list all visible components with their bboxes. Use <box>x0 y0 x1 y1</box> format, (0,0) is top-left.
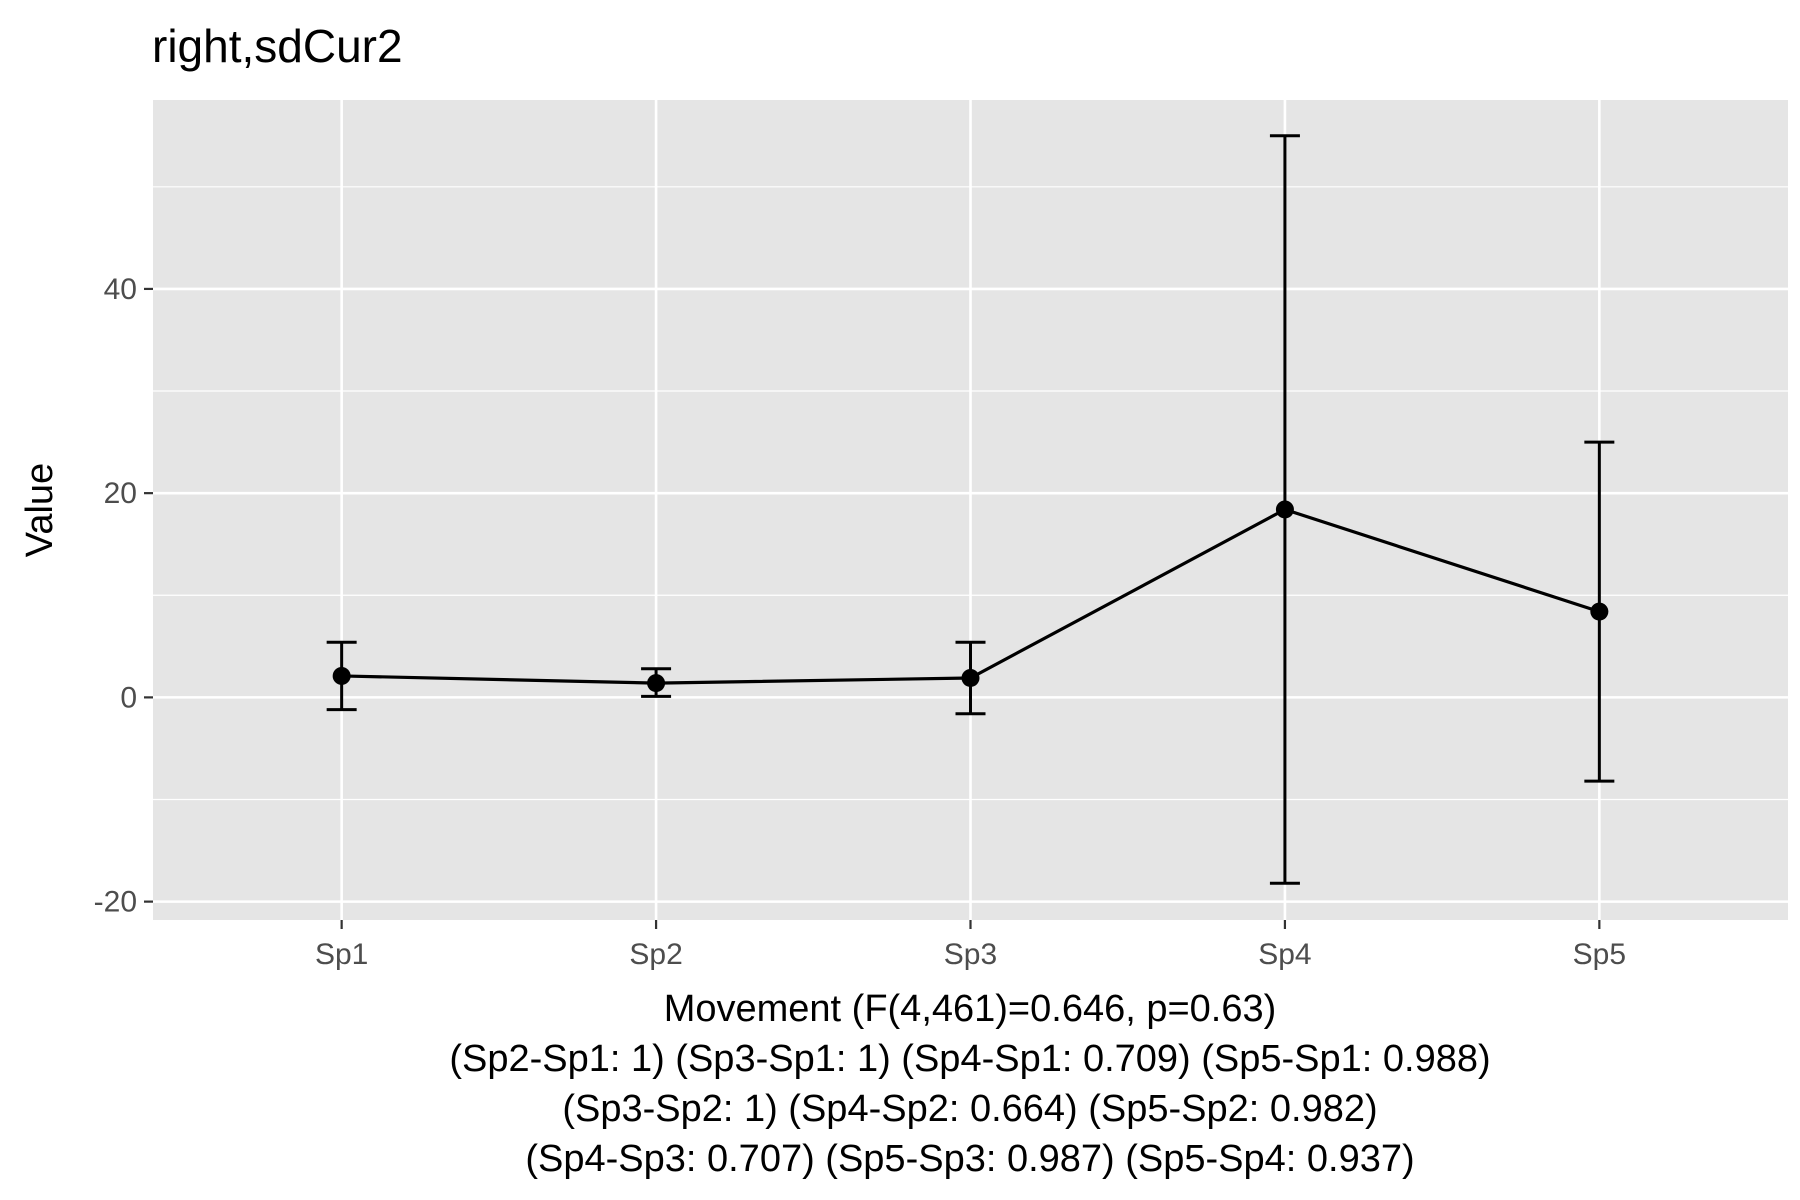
data-point <box>1275 500 1294 519</box>
x-tick-label: Sp2 <box>629 938 682 971</box>
x-tick-label: Sp5 <box>1573 938 1626 971</box>
y-axis-ticks: -20 0 20 40 <box>94 273 153 919</box>
y-tick-label: -20 <box>94 886 137 919</box>
x-axis-title-line-1: Movement (F(4,461)=0.646, p=0.63) <box>664 988 1277 1030</box>
x-tick-label: Sp3 <box>944 938 997 971</box>
data-point <box>1590 602 1609 621</box>
chart-title: right,sdCur2 <box>152 20 403 72</box>
x-axis-ticks: Sp1 Sp2 Sp3 Sp4 Sp5 <box>315 920 1626 971</box>
y-tick-label: 40 <box>104 273 137 306</box>
data-point <box>332 666 351 685</box>
y-tick-label: 0 <box>120 681 137 714</box>
x-tick-label: Sp1 <box>315 938 368 971</box>
x-axis-title-line-2: (Sp2-Sp1: 1) (Sp3-Sp1: 1) (Sp4-Sp1: 0.70… <box>449 1038 1490 1080</box>
grid-lines <box>153 100 1788 920</box>
x-tick-label: Sp4 <box>1258 938 1311 971</box>
y-axis-title: Value <box>19 463 61 557</box>
data-point <box>647 674 666 693</box>
data-marks <box>326 134 1615 885</box>
x-axis-title-line-4: (Sp4-Sp3: 0.707) (Sp5-Sp3: 0.987) (Sp5-S… <box>525 1138 1414 1180</box>
data-point <box>961 668 980 687</box>
y-tick-label: 20 <box>104 477 137 510</box>
x-axis-title-line-3: (Sp3-Sp2: 1) (Sp4-Sp2: 0.664) (Sp5-Sp2: … <box>562 1088 1377 1130</box>
